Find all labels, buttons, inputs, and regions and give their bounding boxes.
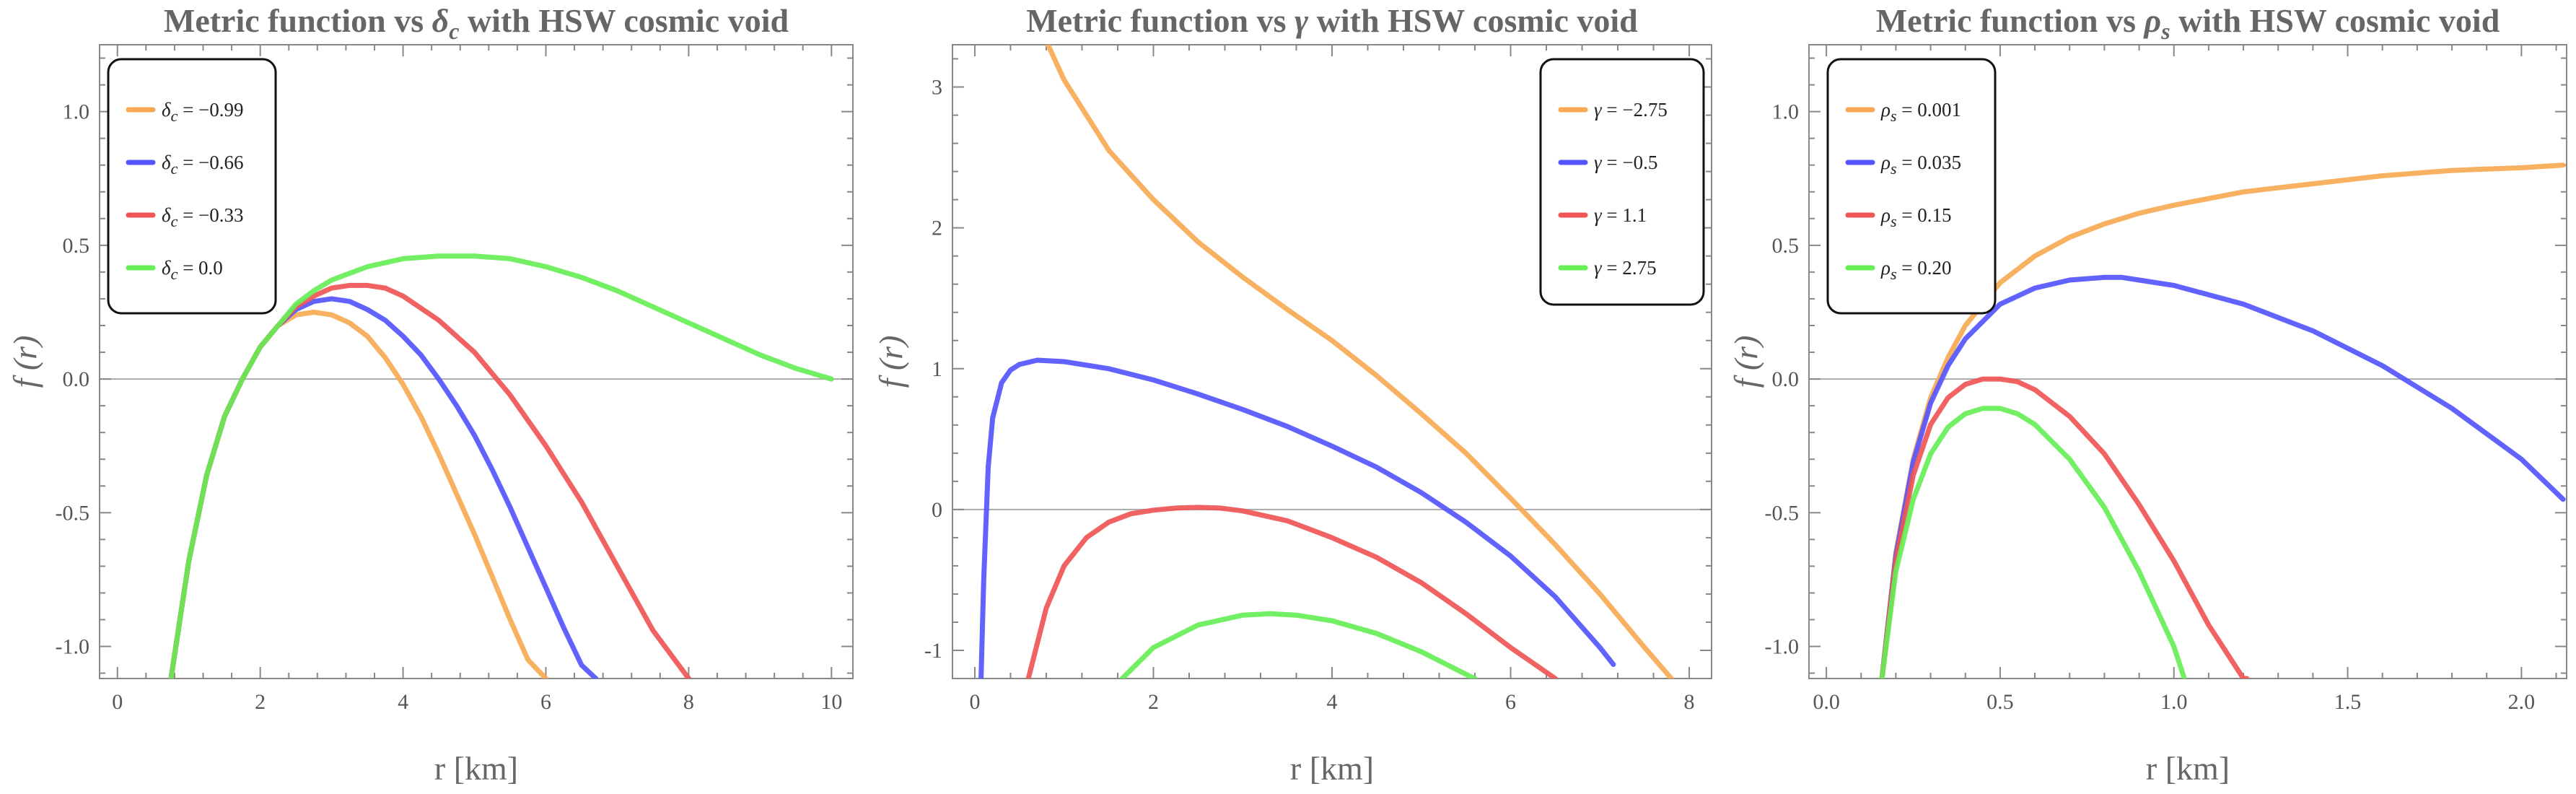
- x-tick-label: 0: [969, 690, 980, 714]
- x-tick-label: 1.0: [2160, 690, 2188, 714]
- y-tick-label: 0.5: [63, 234, 90, 258]
- legend-label: γ = −2.75: [1594, 99, 1668, 121]
- y-tick-label: 0.0: [1772, 367, 1800, 391]
- y-tick-label: 2: [932, 217, 942, 240]
- y-tick-label: 1: [932, 357, 942, 381]
- chart-panel-gamma: Metric function vs γ with HSW cosmic voi…: [866, 0, 1721, 790]
- series-line-1: [1045, 45, 1674, 679]
- legend-box: [1539, 58, 1705, 306]
- y-axis-label: f (r): [1727, 336, 1764, 388]
- series-group: [1879, 162, 2566, 679]
- y-tick-label: 0: [932, 498, 942, 522]
- legend-label: γ = 2.75: [1594, 257, 1657, 279]
- y-tick-label: 3: [932, 76, 942, 100]
- legend-box: [107, 58, 277, 315]
- chart-gamma-svg: Metric function vs γ with HSW cosmic voi…: [872, 2, 1712, 787]
- x-tick-label: 8: [683, 690, 694, 714]
- y-tick-label: 1.0: [63, 100, 90, 124]
- x-tick-label: 4: [398, 690, 408, 714]
- series-line-3: [168, 282, 691, 679]
- chart-delta-svg: Metric function vs δc with HSW cosmic vo…: [6, 2, 854, 787]
- series-group: [978, 45, 1674, 679]
- x-tick-label: 1.5: [2334, 690, 2362, 714]
- legend-label: ρs = 0.15: [1880, 204, 1952, 230]
- legend-label: ρs = 0.035: [1880, 152, 1961, 178]
- y-tick-label: 0.0: [63, 367, 90, 391]
- x-tick-label: 0: [112, 690, 123, 714]
- x-tick-label: 4: [1327, 690, 1338, 714]
- legend-label: δc = −0.66: [162, 152, 244, 178]
- chart-panel-rho: Metric function vs ρs with HSW cosmic vo…: [1721, 0, 2576, 790]
- legend-label: δc = −0.99: [162, 99, 244, 125]
- plot-frame: [1808, 44, 2567, 679]
- x-tick-label: 6: [1505, 690, 1516, 714]
- y-tick-label: -1.0: [1765, 635, 1800, 659]
- x-tick-label: 8: [1684, 690, 1695, 714]
- y-tick-label: -0.5: [56, 501, 90, 525]
- x-axis-label: r [km]: [1290, 750, 1374, 787]
- legend-label: ρs = 0.001: [1880, 99, 1961, 125]
- chart-panel-delta: Metric function vs δc with HSW cosmic vo…: [0, 0, 866, 790]
- x-axis-label: r [km]: [2146, 750, 2230, 787]
- legend-label: δc = 0.0: [162, 257, 223, 283]
- y-axis-label: f (r): [872, 336, 909, 388]
- x-tick-label: 2: [255, 690, 266, 714]
- x-tick-label: 6: [540, 690, 551, 714]
- series-group: [168, 253, 834, 679]
- legend-label: δc = −0.33: [162, 204, 244, 230]
- series-line-2: [1879, 274, 2566, 679]
- series-line-3: [1879, 376, 2250, 679]
- y-axis-label: f (r): [6, 336, 43, 388]
- x-tick-label: 0.5: [1986, 690, 2014, 714]
- series-line-4: [168, 253, 834, 679]
- legend-label: γ = 1.1: [1594, 204, 1647, 226]
- chart-rho-svg: Metric function vs ρs with HSW cosmic vo…: [1727, 2, 2567, 787]
- y-tick-label: 0.5: [1772, 234, 1800, 258]
- series-line-3: [1025, 505, 1558, 679]
- chart-title: Metric function vs ρs with HSW cosmic vo…: [1876, 2, 2500, 44]
- chart-title: Metric function vs γ with HSW cosmic voi…: [1026, 2, 1638, 39]
- x-tick-label: 10: [820, 690, 842, 714]
- legend-box: [1826, 58, 1997, 315]
- series-line-2: [978, 357, 1616, 679]
- y-tick-label: 1.0: [1772, 100, 1800, 124]
- y-tick-label: -0.5: [1765, 501, 1800, 525]
- x-tick-label: 2.0: [2508, 690, 2536, 714]
- x-axis-label: r [km]: [434, 750, 518, 787]
- series-line-4: [1119, 611, 1478, 679]
- legend-label: γ = −0.5: [1594, 152, 1657, 173]
- series-line-4: [1879, 406, 2187, 679]
- y-tick-label: -1.0: [56, 635, 90, 659]
- y-tick-label: -1: [924, 639, 942, 663]
- x-tick-label: 2: [1148, 690, 1159, 714]
- plot-frame: [99, 44, 854, 679]
- legend-label: ρs = 0.20: [1880, 257, 1952, 283]
- x-tick-label: 0.0: [1813, 690, 1840, 714]
- chart-title: Metric function vs δc with HSW cosmic vo…: [164, 2, 789, 44]
